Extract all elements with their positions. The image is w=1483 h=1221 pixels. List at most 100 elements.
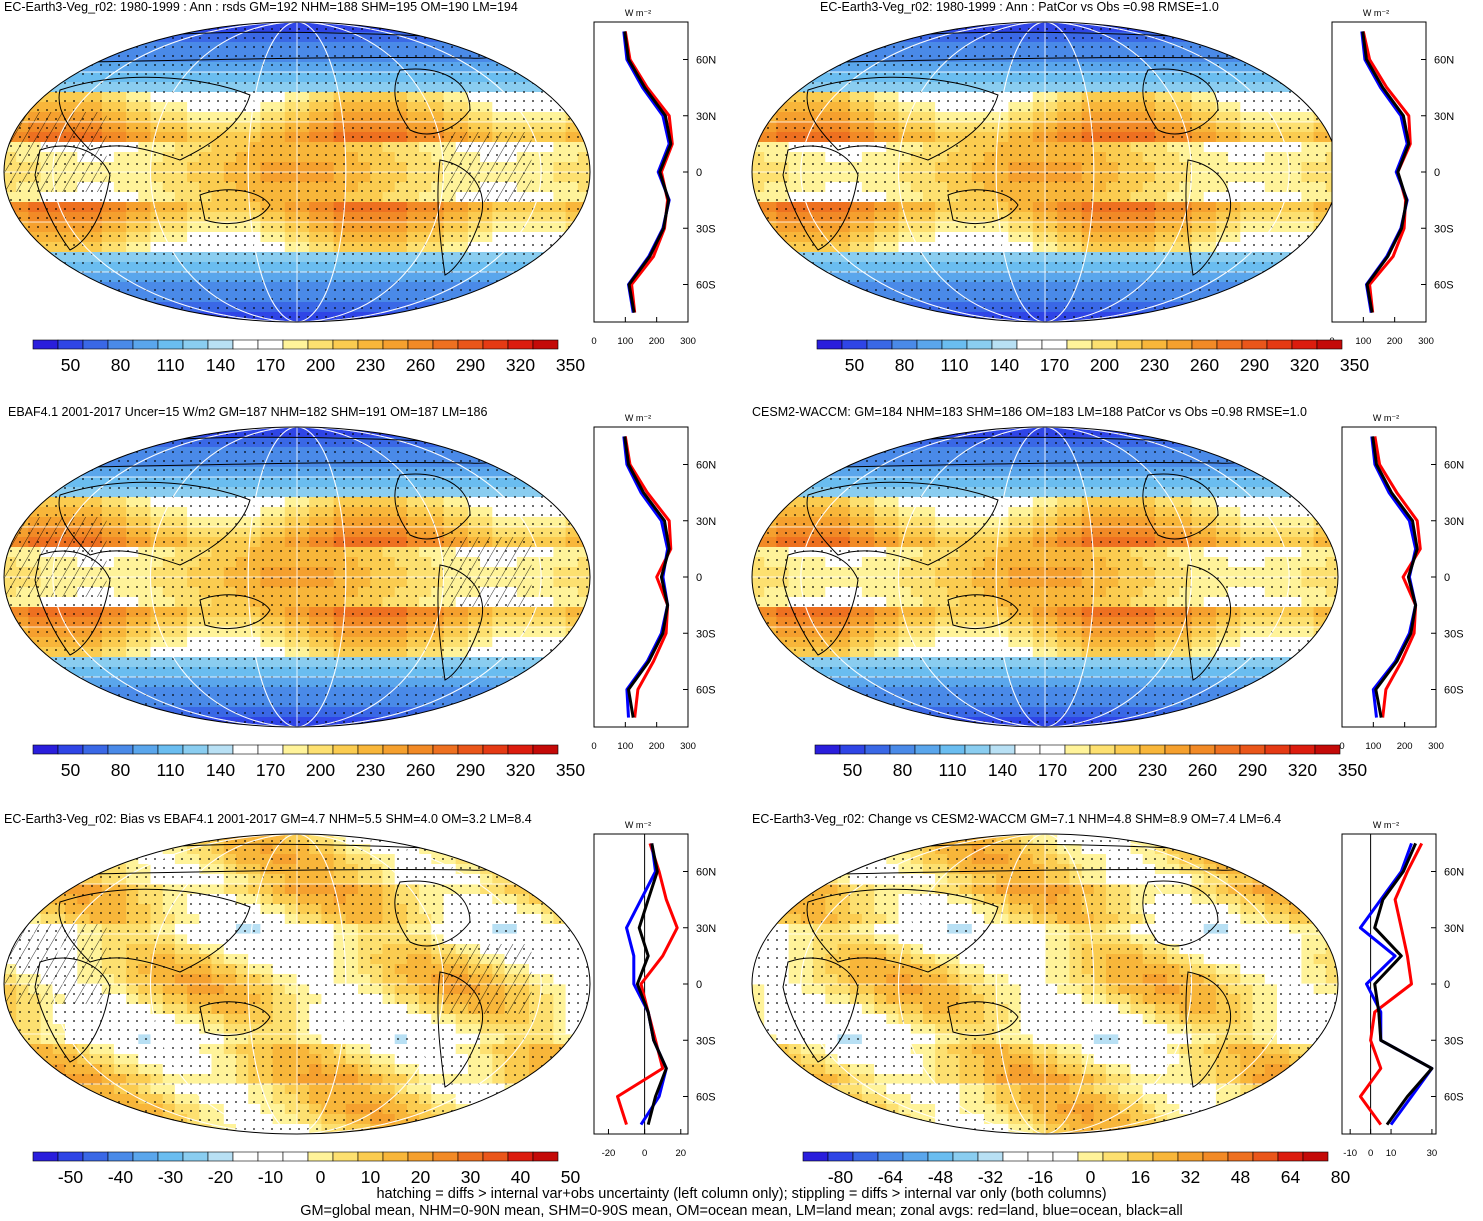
- colorbar-swatch: [1052, 1151, 1079, 1162]
- colorbar-swatch: [1216, 339, 1243, 350]
- panel-title: EC-Earth3-Veg_r02: 1980-1999 : Ann : Pat…: [820, 0, 1219, 14]
- lat-tick-label: 30S: [696, 223, 716, 235]
- graticule-meridian: [52, 834, 542, 1134]
- coastline: [1142, 880, 1219, 947]
- zonal-mean-plot: W m⁻² 60N 30N 0 30S 60S 0 100 200 300: [591, 413, 716, 752]
- colorbar-label: 350: [556, 760, 585, 780]
- zonal-xtick-label: 0: [1368, 1148, 1373, 1159]
- graticule-meridian: [247, 427, 347, 727]
- colorbar-swatch: [1239, 744, 1266, 755]
- lat-tick-label: 60N: [696, 55, 716, 67]
- colorbar-swatch: [307, 1151, 334, 1162]
- colorbar-label: 320: [506, 355, 535, 375]
- colorbar-label: 80: [893, 760, 913, 780]
- colorbar-swatch: [1291, 339, 1318, 350]
- colorbar-swatch: [1241, 339, 1268, 350]
- colorbar-swatch: [82, 744, 109, 755]
- zonal-xtick-label: 100: [617, 741, 633, 752]
- zonal-series-all: [1373, 842, 1434, 1126]
- lat-tick-label: 30N: [696, 923, 716, 935]
- colorbar-swatch: [991, 339, 1018, 350]
- graticule-meridian: [995, 834, 1095, 1134]
- colorbar: 50 80 110 140 170 200 230 260 290 320 350: [32, 339, 585, 375]
- colorbar-label: 290: [456, 760, 485, 780]
- colorbar-swatch: [1252, 1151, 1279, 1162]
- colorbar-swatch: [1141, 339, 1168, 350]
- colorbar-swatch: [457, 744, 484, 755]
- colorbar-label: 170: [1038, 760, 1067, 780]
- coastline: [58, 888, 251, 973]
- colorbar-swatch: [157, 339, 184, 350]
- colorbar-swatch: [382, 1151, 409, 1162]
- zonal-frame: [1341, 833, 1437, 1135]
- colorbar-swatch: [1016, 339, 1043, 350]
- colorbar-swatch: [1064, 744, 1091, 755]
- colorbar-swatch: [332, 744, 359, 755]
- colorbar-swatch: [1091, 339, 1118, 350]
- colorbar-label: 110: [941, 355, 969, 375]
- colorbar-label: 0: [316, 1167, 326, 1187]
- colorbar-swatch: [257, 1151, 284, 1162]
- map-field: [752, 427, 1338, 727]
- zonal-units: W m⁻²: [625, 8, 651, 18]
- hatching: [443, 537, 532, 607]
- graticule-meridian: [52, 22, 542, 322]
- panel-rsds-patcor: EC-Earth3-Veg_r02: 1980-1999 : Ann : Pat…: [748, 0, 1483, 405]
- zonal-units: W m⁻²: [1373, 413, 1399, 423]
- colorbar-label: 40: [511, 1167, 531, 1187]
- hatching: [443, 944, 532, 1014]
- graticule-meridian: [247, 834, 347, 1134]
- panel-title: CESM2-WACCM: GM=184 NHM=183 SHM=186 OM=1…: [752, 405, 1307, 419]
- colorbar-swatch: [852, 1151, 879, 1162]
- zonal-xtick-label: -20: [602, 1148, 616, 1159]
- colorbar-swatch: [1002, 1151, 1029, 1162]
- colorbar-label: 50: [61, 760, 81, 780]
- zonal-units: W m⁻²: [1363, 8, 1389, 18]
- colorbar-swatch: [82, 1151, 109, 1162]
- colorbar-swatch: [1039, 744, 1066, 755]
- panel-title: EC-Earth3-Veg_r02: Bias vs EBAF4.1 2001-…: [4, 812, 532, 826]
- colorbar-swatch: [1127, 1151, 1154, 1162]
- lat-tick-label: 0: [696, 572, 702, 584]
- lat-tick-label: 30N: [1444, 923, 1464, 935]
- coastline: [806, 481, 999, 566]
- zonal-xtick-label: 200: [649, 741, 665, 752]
- colorbar-swatch: [307, 339, 334, 350]
- map-field: [4, 427, 590, 727]
- colorbar-label: -40: [108, 1167, 134, 1187]
- colorbar-label: -30: [158, 1167, 184, 1187]
- colorbar-swatch: [916, 339, 943, 350]
- zonal-mean-plot: W m⁻² 60N 30N 0 30S 60S 0 100 200 300: [591, 8, 716, 347]
- colorbar-swatch: [902, 1151, 929, 1162]
- lat-tick-label: 60S: [696, 1092, 716, 1104]
- colorbar-label: 170: [256, 760, 285, 780]
- colorbar-swatch: [182, 339, 209, 350]
- colorbar-swatch: [332, 1151, 359, 1162]
- colorbar-swatch: [232, 1151, 259, 1162]
- colorbar-label: 260: [1188, 760, 1217, 780]
- zonal-series-all: [623, 31, 673, 313]
- colorbar-label: -16: [1028, 1167, 1053, 1187]
- colorbar-swatch: [814, 744, 841, 755]
- colorbar: 50 80 110 140 170 200 230 260 290 320 350: [816, 339, 1369, 375]
- colorbar-swatch: [939, 744, 966, 755]
- colorbar-swatch: [1264, 744, 1291, 755]
- colorbar-swatch: [357, 339, 384, 350]
- colorbar-swatch: [332, 339, 359, 350]
- colorbar-label: 350: [1338, 760, 1367, 780]
- panel-graphics: W m⁻² 60N 30N 0 30S 60S 0 100 200 300 50 80 110 140 17…: [3, 413, 716, 780]
- colorbar-swatch: [107, 1151, 134, 1162]
- zonal-mean-plot: W m⁻² 60N 30N 0 30S 60S -20 0 20: [593, 820, 716, 1159]
- colorbar-label: -50: [58, 1167, 84, 1187]
- colorbar-swatch: [157, 1151, 184, 1162]
- lat-tick-label: 30N: [1434, 111, 1454, 123]
- colorbar-swatch: [532, 339, 559, 350]
- colorbar-swatch: [407, 744, 434, 755]
- zonal-xtick-label: 100: [1355, 336, 1371, 347]
- colorbar-swatch: [841, 339, 868, 350]
- colorbar-swatch: [32, 744, 59, 755]
- colorbar-swatch: [891, 339, 918, 350]
- colorbar-label: -48: [928, 1167, 953, 1187]
- colorbar-swatch: [989, 744, 1016, 755]
- colorbar-swatch: [32, 339, 59, 350]
